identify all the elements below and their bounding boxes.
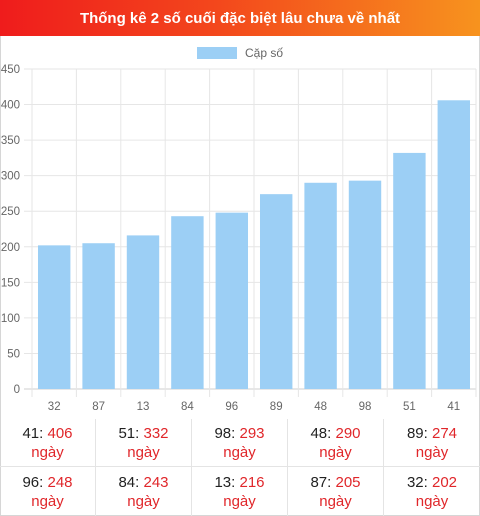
pair-number: 13: bbox=[214, 473, 240, 491]
summary-cell-line: 96: 248 bbox=[22, 473, 72, 492]
y-tick-label: 300 bbox=[1, 171, 20, 183]
y-tick-label: 250 bbox=[1, 206, 20, 218]
days-count: 216 bbox=[239, 473, 265, 491]
days-unit: ngày bbox=[223, 443, 256, 461]
summary-cell: 41: 406 ngày bbox=[0, 419, 96, 467]
summary-cell: 84: 243 ngày bbox=[96, 467, 192, 516]
bar-98 bbox=[348, 180, 382, 389]
summary-cell: 32: 202 ngày bbox=[384, 467, 480, 516]
days-unit: ngày bbox=[319, 492, 352, 510]
days-unit: ngày bbox=[415, 443, 449, 461]
y-tick-label: 450 bbox=[1, 64, 20, 76]
bar-41 bbox=[437, 100, 471, 390]
chart-labels: 0 50 100 150 200 250 300 350 400 450 32 87 13 84 96 89 4… bbox=[1, 64, 460, 413]
pair-number: 98: bbox=[214, 424, 240, 442]
chart-header-title: Thống kê 2 số cuối đặc biệt lâu chưa về … bbox=[79, 9, 401, 27]
summary-cell-line: 48: 290 bbox=[310, 424, 360, 443]
summary-table: 41: 406 ngày 51: 332 ngày 98: 293 ngày 48: 290… bbox=[0, 419, 480, 516]
chart-header: Thống kê 2 số cuối đặc biệt lâu chưa về … bbox=[0, 0, 480, 36]
bar-13 bbox=[126, 235, 160, 389]
days-count: 243 bbox=[143, 473, 169, 491]
pair-number: 48: bbox=[310, 424, 336, 442]
days-unit: ngày bbox=[31, 443, 64, 461]
days-count: 290 bbox=[335, 424, 361, 442]
y-tick-label: 0 bbox=[14, 384, 20, 396]
days-count: 332 bbox=[143, 424, 169, 442]
days-unit: ngày bbox=[127, 492, 160, 510]
chart-bars bbox=[37, 100, 471, 390]
summary-cell: 48: 290 ngày bbox=[288, 419, 384, 467]
pair-number: 32: bbox=[406, 473, 432, 491]
legend-swatch bbox=[196, 47, 237, 59]
days-unit: ngày bbox=[319, 443, 352, 461]
days-count: 202 bbox=[432, 473, 458, 491]
y-tick-label: 350 bbox=[1, 135, 20, 147]
bar-48 bbox=[304, 182, 337, 389]
x-tick-label: 89 bbox=[270, 401, 283, 413]
bar-89 bbox=[259, 194, 293, 389]
bar-chart: 0 50 100 150 200 250 300 350 400 450 32 87 13 84 96 89 4… bbox=[1, 64, 477, 413]
x-tick-label: 48 bbox=[314, 401, 327, 413]
x-tick-label: 13 bbox=[137, 401, 150, 413]
pair-number: 87: bbox=[310, 473, 336, 491]
x-tick-label: 87 bbox=[92, 401, 105, 413]
x-tick-label: 51 bbox=[403, 401, 416, 413]
y-tick-label: 100 bbox=[1, 313, 20, 325]
summary-cell-line: 98: 293 bbox=[214, 424, 264, 443]
bar-84 bbox=[171, 216, 204, 389]
summary-cell-line: 87: 205 bbox=[310, 473, 360, 492]
summary-cell-line: 89: 274 bbox=[407, 424, 457, 443]
summary-cell: 98: 293 ngày bbox=[192, 419, 288, 467]
summary-cell: 96: 248 ngày bbox=[0, 467, 96, 516]
y-tick-label: 200 bbox=[1, 242, 20, 254]
days-unit: ngày bbox=[415, 492, 449, 510]
y-tick-label: 150 bbox=[1, 277, 20, 289]
x-tick-label: 32 bbox=[48, 401, 61, 413]
summary-cell: 13: 216 ngày bbox=[192, 467, 288, 516]
x-tick-label: 41 bbox=[447, 401, 460, 413]
bar-32 bbox=[37, 245, 71, 389]
summary-cell: 51: 332 ngày bbox=[96, 419, 192, 467]
summary-cell: 89: 274 ngày bbox=[384, 419, 480, 467]
days-unit: ngày bbox=[223, 492, 256, 510]
days-unit: ngày bbox=[31, 492, 64, 510]
pair-number: 89: bbox=[406, 424, 432, 442]
pair-number: 84: bbox=[118, 473, 144, 491]
days-unit: ngày bbox=[127, 443, 160, 461]
summary-cell: 87: 205 ngày bbox=[288, 467, 384, 516]
pair-number: 41: bbox=[22, 424, 48, 442]
pair-number: 51: bbox=[118, 424, 144, 442]
days-count: 205 bbox=[335, 473, 361, 491]
summary-cell-line: 32: 202 bbox=[407, 473, 457, 492]
pair-number: 96: bbox=[22, 473, 48, 491]
days-count: 248 bbox=[47, 473, 73, 491]
summary-cell-line: 13: 216 bbox=[214, 473, 264, 492]
summary-cell-line: 51: 332 bbox=[118, 424, 168, 443]
x-tick-label: 84 bbox=[181, 401, 194, 413]
bar-51 bbox=[393, 152, 426, 389]
summary-cell-line: 41: 406 bbox=[22, 424, 72, 443]
days-count: 293 bbox=[239, 424, 265, 442]
y-tick-label: 400 bbox=[1, 100, 20, 112]
legend-label: Cặp số bbox=[244, 46, 284, 60]
summary-cell-line: 84: 243 bbox=[118, 473, 168, 492]
days-count: 274 bbox=[432, 424, 458, 442]
days-count: 406 bbox=[47, 424, 73, 442]
x-tick-label: 98 bbox=[359, 401, 372, 413]
chart-grid bbox=[24, 68, 477, 397]
bar-87 bbox=[82, 243, 115, 389]
bar-96 bbox=[215, 212, 249, 389]
chart-legend[interactable]: Cặp số bbox=[0, 44, 480, 62]
x-tick-label: 96 bbox=[225, 401, 238, 413]
y-tick-label: 50 bbox=[7, 348, 20, 360]
